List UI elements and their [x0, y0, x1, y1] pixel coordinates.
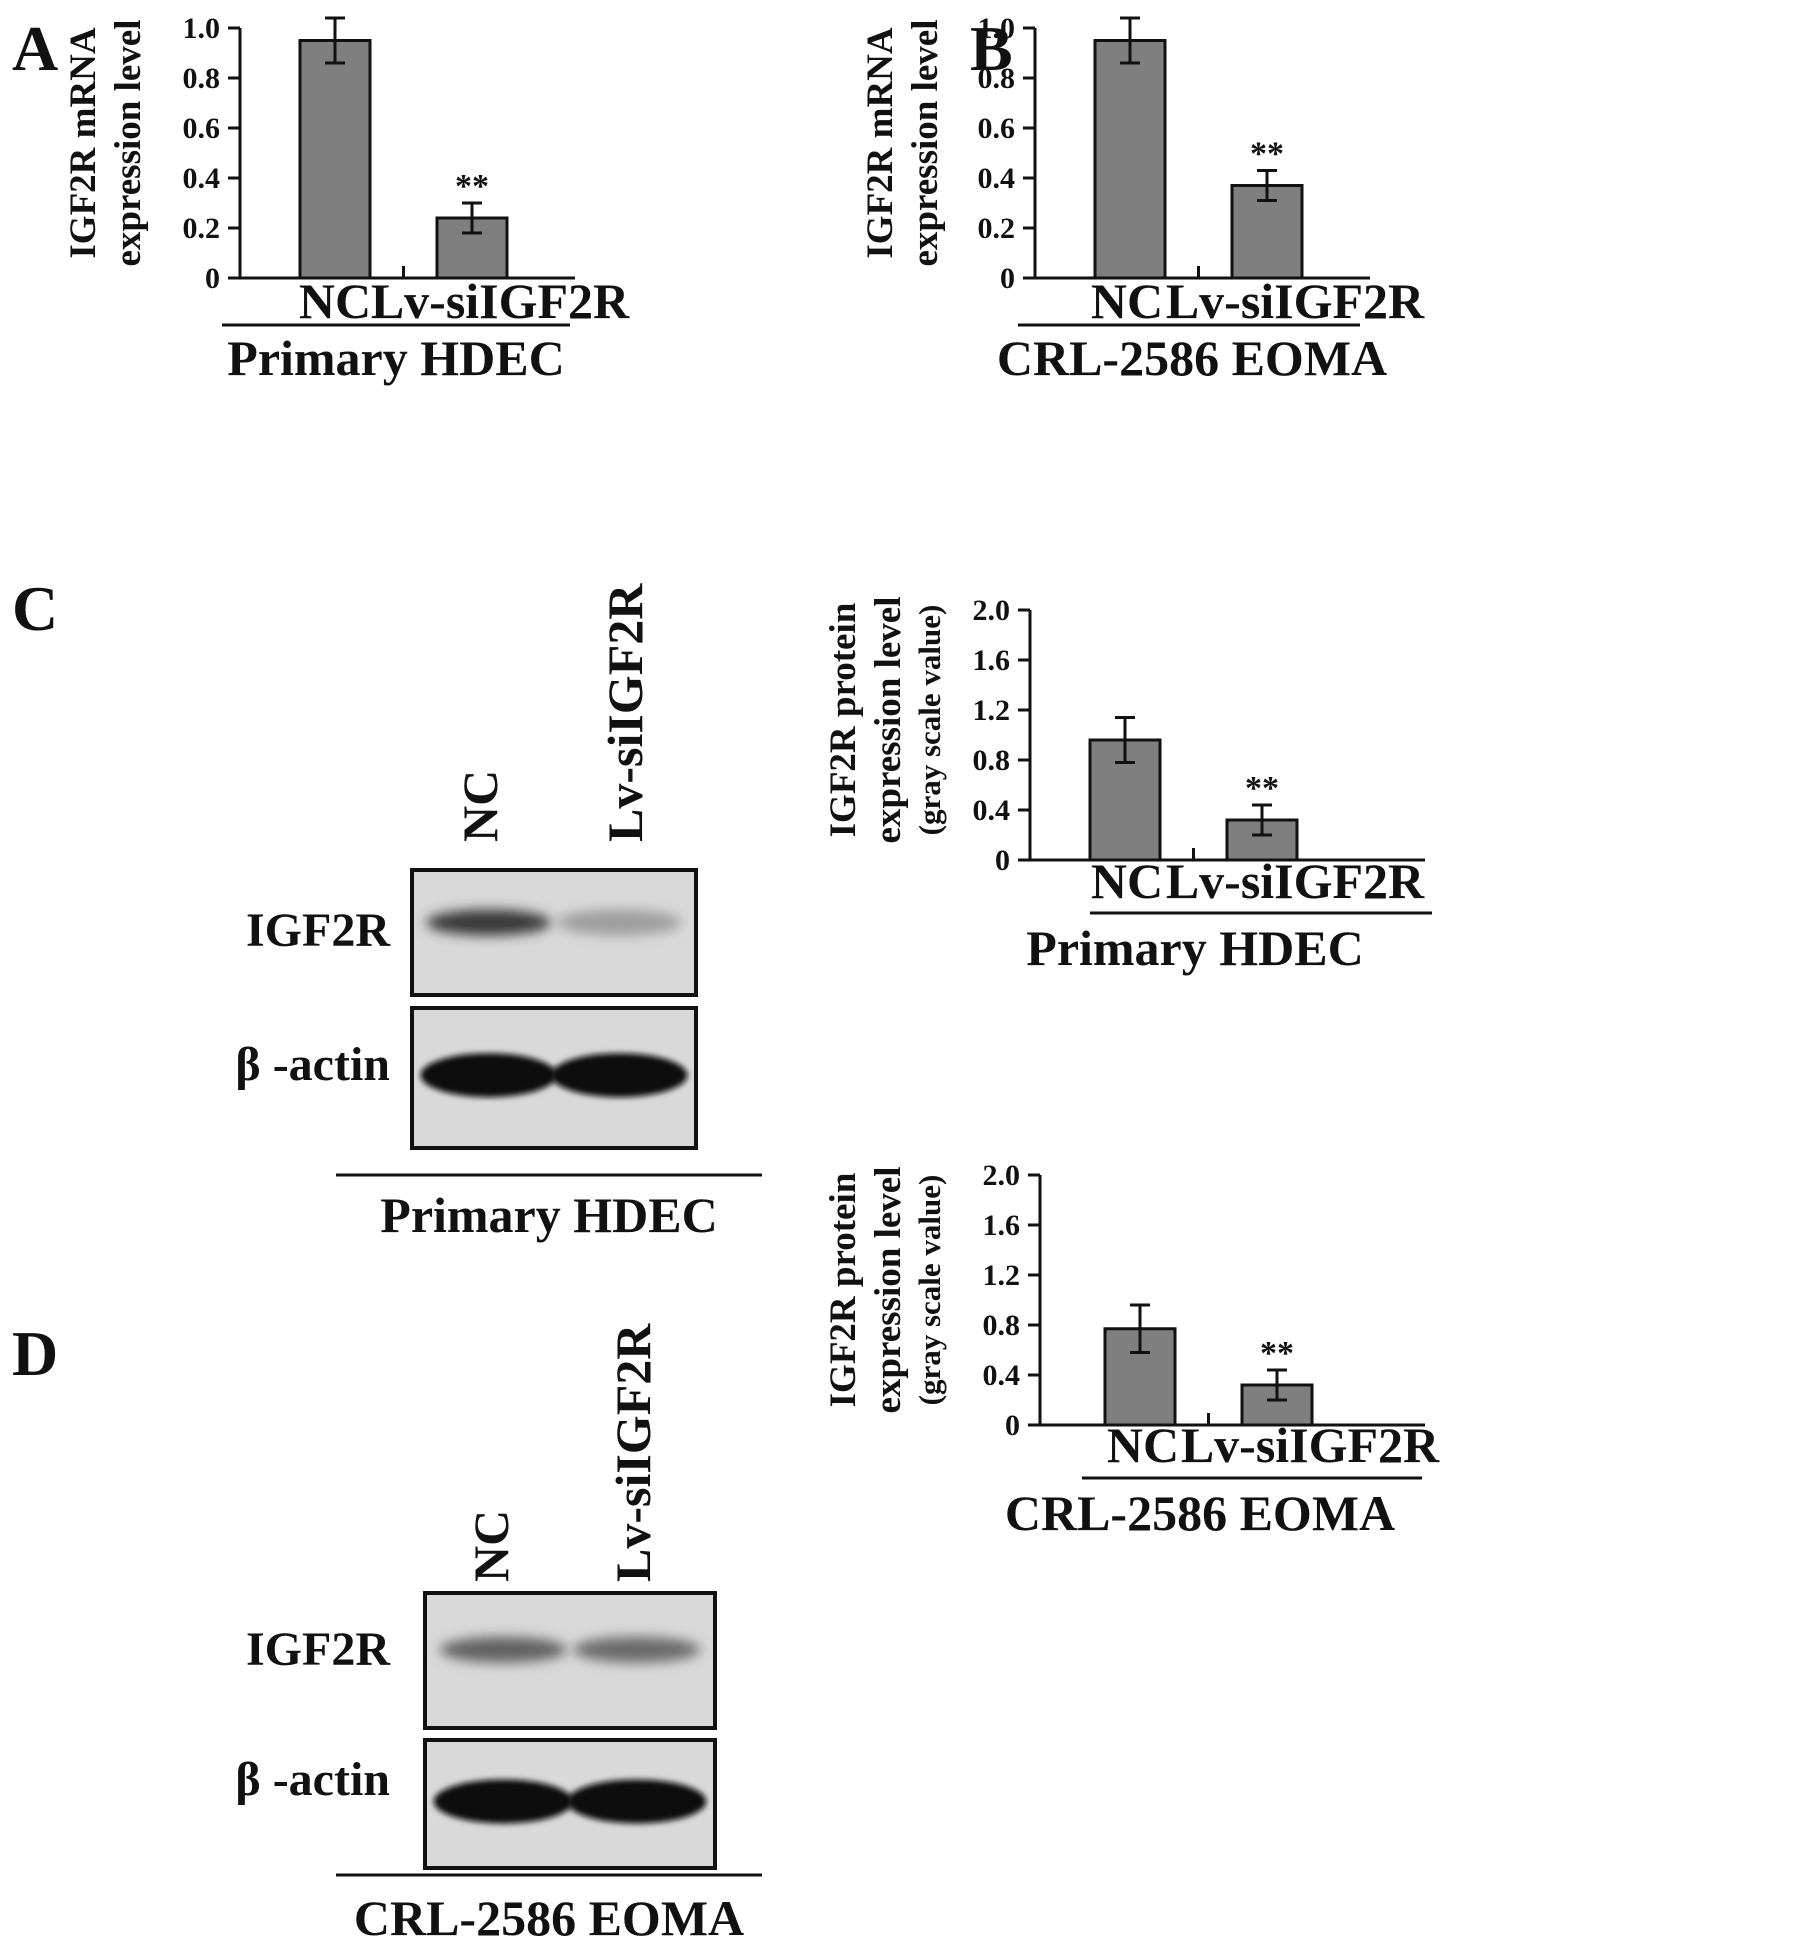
chart-b-category-label: NC	[1091, 273, 1163, 329]
panel-letter-a: A	[12, 13, 58, 84]
blot-c-group-label: Primary HDEC	[380, 1187, 717, 1243]
chart-c-y-axis-label: IGF2R protein	[823, 602, 864, 837]
chart-a-y-tick-label: 1.0	[183, 12, 221, 45]
chart-b-error-bar	[1257, 169, 1277, 202]
chart-d-y-tick-label: 2.0	[983, 1159, 1021, 1192]
blot-c-actin-band	[420, 1053, 557, 1098]
western-blot-panel-c: NC Lv-siIGF2R IGF2R β -actin Primary HDE…	[235, 583, 762, 1243]
chart-d-y-tick-label: 1.2	[983, 1259, 1021, 1292]
panel-letter-b: B	[970, 13, 1013, 84]
chart-c-y-tick-label: 1.6	[973, 644, 1011, 677]
chart-b-group-label: CRL-2586 EOMA	[997, 330, 1387, 386]
blot-d-lane-lv-siigf2r: Lv-siIGF2R	[605, 1323, 661, 1582]
chart-a-group-label: Primary HDEC	[227, 330, 564, 386]
chart-a-error-bar	[462, 201, 482, 235]
chart-d-y-tick-label: 0	[1005, 1409, 1020, 1442]
chart-a-y-tick-label: 0	[205, 262, 220, 295]
chart-d-y-tick-label: 0.8	[983, 1309, 1021, 1342]
chart-b-y-tick-label: 0.4	[978, 162, 1016, 195]
blot-d-igf2r-band	[439, 1636, 568, 1663]
chart-d-y-axis-label: IGF2R protein	[823, 1172, 864, 1407]
chart-d-y-tick-label: 0.4	[983, 1359, 1021, 1392]
chart-b-y-axis-label: expression level	[905, 20, 946, 267]
chart-d-y-axis-label: expression level	[868, 1167, 909, 1414]
chart-a-y-tick-label: 0.4	[183, 162, 221, 195]
chart-b-y-tick-label: 0.6	[978, 112, 1016, 145]
chart-d-error-bar	[1130, 1303, 1150, 1354]
chart-b-y-tick-label: 0.8	[978, 62, 1016, 95]
chart-b-bar-nc	[1093, 39, 1167, 280]
chart-panel-b: 0 0.2 0.4 0.6 0.8 1.0 ** NC Lv-siIGF2R IGF2R mRNA…	[860, 12, 1425, 386]
chart-panel-c: 0 0.4 0.8 1.2 1.6 2.0 ** NC Lv-siIGF2R IGF2R prot…	[823, 594, 1432, 976]
chart-c-category-label: Lv-siIGF2R	[1166, 853, 1425, 909]
panel-letter-d: D	[12, 1318, 58, 1389]
chart-c-significance-label: **	[1245, 770, 1279, 807]
western-blot-panel-d: NC Lv-siIGF2R IGF2R β -actin CRL-2586 EO…	[235, 1323, 762, 1946]
chart-d-category-label: Lv-siIGF2R	[1181, 1417, 1440, 1473]
chart-d-error-bar	[1267, 1368, 1287, 1402]
blot-d-group-label: CRL-2586 EOMA	[354, 1890, 744, 1946]
chart-a-y-tick-label: 0.8	[183, 62, 221, 95]
blot-c-lane-lv-siigf2r: Lv-siIGF2R	[597, 583, 653, 842]
blot-d-actin-band	[567, 1779, 707, 1824]
chart-c-error-bar	[1252, 803, 1272, 837]
blot-c-band-label-actin: β -actin	[235, 1038, 390, 1091]
blot-c-igf2r-band	[556, 909, 682, 936]
blot-d-band-label-igf2r: IGF2R	[246, 1623, 391, 1676]
chart-a-bar-nc	[298, 39, 372, 280]
chart-c-y-tick-label: 1.2	[973, 694, 1011, 727]
chart-a-y-axis-label: expression level	[108, 20, 149, 267]
chart-a-y-tick-label: 0.2	[183, 212, 221, 245]
chart-b-y-tick-label: 1.0	[978, 12, 1016, 45]
chart-c-y-axis-label: (gray scale value)	[912, 605, 947, 836]
chart-a-y-tick-label: 0.6	[183, 112, 221, 145]
blot-d-band-label-actin: β -actin	[235, 1753, 390, 1806]
chart-c-y-tick-label: 0.8	[973, 744, 1011, 777]
chart-a-category-label: NC	[299, 273, 371, 329]
chart-a-category-label: Lv-siIGF2R	[371, 273, 630, 329]
chart-a-bar-lv-siigf2r	[435, 216, 509, 280]
chart-c-y-tick-label: 2.0	[973, 594, 1011, 627]
chart-a-error-bar	[325, 16, 345, 65]
chart-d-y-axis-label: (gray scale value)	[912, 1175, 947, 1406]
chart-d-y-tick-label: 1.6	[983, 1209, 1021, 1242]
blot-c-lane-nc: NC	[452, 770, 508, 842]
blot-d-lane-nc: NC	[463, 1510, 519, 1582]
chart-b-category-label: Lv-siIGF2R	[1166, 273, 1425, 329]
chart-b-y-axis-label: IGF2R mRNA	[860, 27, 901, 259]
chart-d-category-label: NC	[1107, 1417, 1179, 1473]
blot-c-igf2r-band	[426, 909, 552, 936]
chart-c-y-axis-label: expression level	[868, 597, 909, 844]
chart-c-category-label: NC	[1091, 853, 1163, 909]
panel-letter-c: C	[12, 573, 58, 644]
chart-d-significance-label: **	[1260, 1335, 1294, 1372]
chart-a-significance-label: **	[455, 168, 489, 205]
chart-b-y-tick-label: 0	[1000, 262, 1015, 295]
chart-c-y-tick-label: 0	[995, 844, 1010, 877]
chart-panel-d: 0 0.4 0.8 1.2 1.6 2.0 ** NC Lv-siIGF2R IGF2R prot…	[823, 1159, 1440, 1541]
chart-c-y-tick-label: 0.4	[973, 794, 1011, 827]
blot-d-igf2r-band	[572, 1636, 701, 1663]
chart-c-error-bar	[1115, 716, 1135, 764]
chart-a-y-axis-label: IGF2R mRNA	[63, 27, 104, 259]
chart-c-group-label: Primary HDEC	[1026, 920, 1363, 976]
chart-b-error-bar	[1120, 16, 1140, 65]
blot-d-actin-band	[433, 1779, 573, 1824]
chart-panel-a: 0 0.2 0.4 0.6 0.8 1.0 ** NC Lv-siIGF2R IGF2R mRNA…	[63, 12, 630, 386]
chart-b-significance-label: **	[1250, 136, 1284, 173]
chart-b-y-tick-label: 0.2	[978, 212, 1016, 245]
blot-c-actin-band	[551, 1053, 688, 1098]
blot-c-band-label-igf2r: IGF2R	[246, 904, 391, 957]
chart-d-group-label: CRL-2586 EOMA	[1005, 1485, 1395, 1541]
